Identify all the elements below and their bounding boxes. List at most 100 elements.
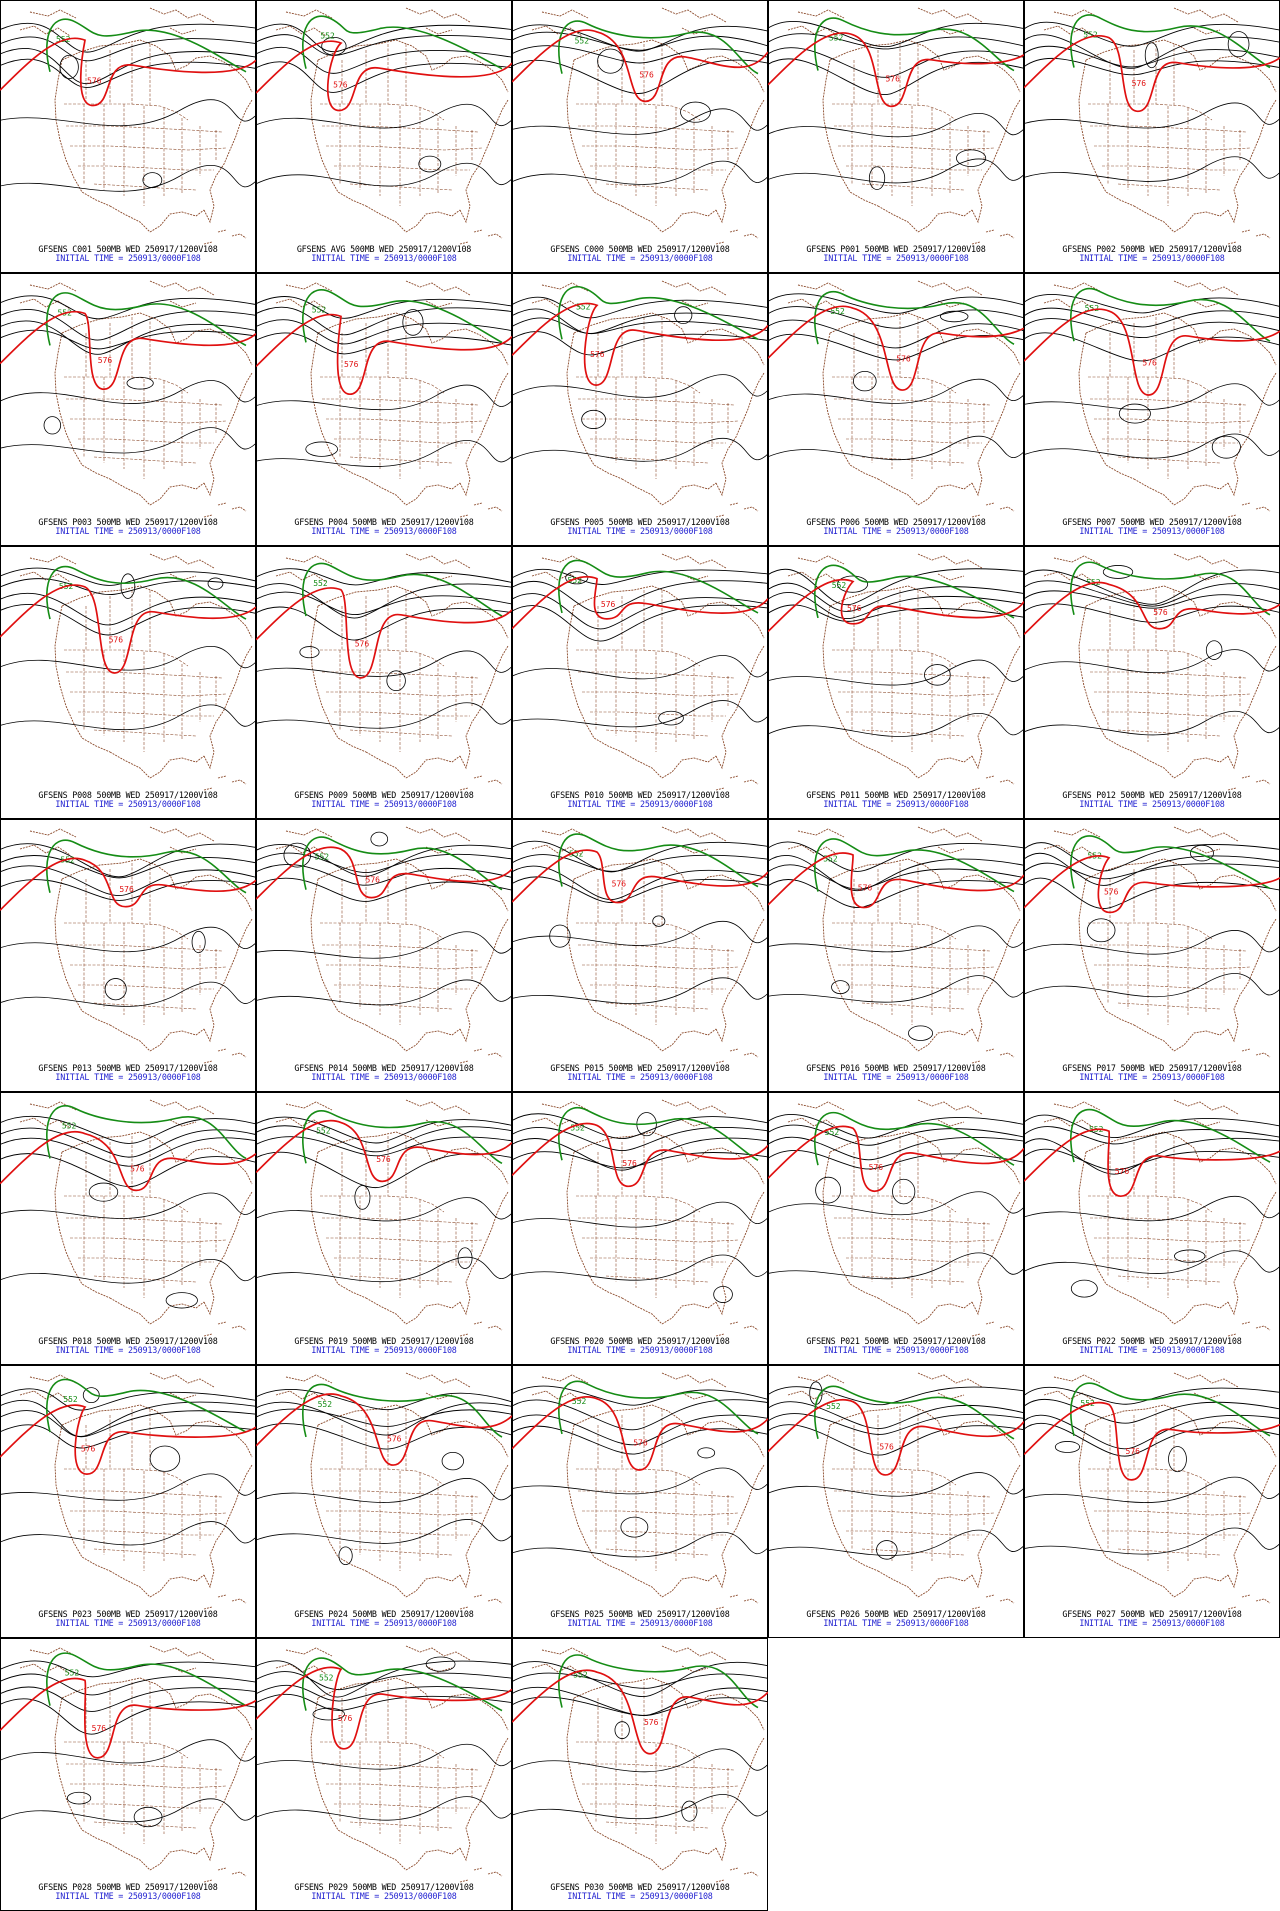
height-contour <box>768 21 1024 48</box>
height-contour <box>512 374 768 398</box>
closed-contour <box>581 409 606 429</box>
height-contour <box>1024 590 1280 609</box>
height-contour <box>0 843 256 878</box>
closed-contour <box>614 1721 630 1739</box>
coastline <box>877 1024 973 1052</box>
height-contour <box>256 931 512 959</box>
coastline <box>459 1321 503 1337</box>
height-contour <box>768 879 1024 908</box>
state-border <box>1094 964 1251 970</box>
height-contour <box>0 1798 256 1823</box>
state-border <box>163 108 217 196</box>
contour-576-label: 576 <box>879 1443 894 1452</box>
coastline <box>715 99 765 224</box>
state-border <box>334 1803 470 1809</box>
coastline <box>971 1191 1021 1316</box>
coastline <box>822 1151 879 1299</box>
state-border <box>590 438 726 444</box>
state-border <box>590 1803 726 1809</box>
height-contour <box>768 713 1024 737</box>
coastline <box>365 478 461 506</box>
state-border <box>1088 376 1213 394</box>
contour-552-line <box>46 1378 247 1433</box>
panel-frame <box>1024 819 1280 1092</box>
coastline <box>621 1570 717 1598</box>
coastline <box>317 858 509 912</box>
contour-576-line <box>1024 1128 1280 1198</box>
panel-initial-time-caption: INITIAL TIME = 250913/0000F108 <box>567 253 713 263</box>
coastline <box>1227 1594 1271 1610</box>
contour-576-line <box>768 1399 1024 1476</box>
ensemble-member-panel: 552 576 GFSENS P005 500MB WED 250917/1200V… <box>512 273 768 546</box>
height-contour <box>1024 102 1280 129</box>
coastline <box>822 332 879 480</box>
height-contour <box>0 427 256 454</box>
state-border <box>320 1468 445 1486</box>
contour-552-line <box>1070 561 1271 616</box>
contour-552-label: 552 <box>568 576 583 585</box>
coastline <box>715 1867 759 1883</box>
height-contour <box>256 1408 512 1427</box>
state-border <box>576 1195 701 1213</box>
height-contour <box>768 864 1024 890</box>
panel-frame <box>512 273 768 546</box>
height-contour <box>0 329 256 350</box>
contour-552-line <box>814 1385 1015 1440</box>
coastline <box>1173 1099 1239 1127</box>
contour-576-line <box>512 1396 768 1471</box>
height-contour-map: 552 576 <box>512 0 768 273</box>
ensemble-member-panel: 552 576 GFSENS P019 500MB WED 250917/1200V… <box>256 1092 512 1365</box>
coastline <box>365 205 461 233</box>
height-contour <box>0 981 256 1007</box>
height-contour <box>1024 580 1280 607</box>
state-border <box>834 398 991 406</box>
closed-contour <box>652 915 666 927</box>
panel-model-caption: GFSENS P015 500MB WED 250917/1200V108 <box>550 1063 730 1073</box>
height-contour <box>512 865 768 901</box>
contour-576-label: 576 <box>847 604 862 613</box>
state-border <box>334 438 470 444</box>
panel-initial-time-caption: INITIAL TIME = 250913/0000F108 <box>567 1618 713 1628</box>
state-border <box>838 964 995 970</box>
state-border <box>83 104 145 206</box>
state-border <box>582 691 739 697</box>
contour-552-line <box>302 1110 503 1165</box>
coastline <box>787 282 845 310</box>
state-border <box>1094 1510 1251 1516</box>
height-contour <box>768 1529 1024 1556</box>
height-contour <box>768 33 1024 50</box>
height-contour-map: 552 576 <box>768 1365 1024 1638</box>
height-contour <box>1024 710 1280 736</box>
panel-model-caption: GFSENS P007 500MB WED 250917/1200V108 <box>1062 517 1242 527</box>
coastline <box>1227 645 1277 770</box>
state-border <box>78 984 214 990</box>
coastline <box>877 1570 973 1598</box>
panel-initial-time-caption: INITIAL TIME = 250913/0000F108 <box>55 253 201 263</box>
state-border <box>582 145 739 151</box>
panel-initial-time-caption: INITIAL TIME = 250913/0000F108 <box>823 1618 969 1628</box>
contour-552-line <box>1070 835 1271 890</box>
height-contour <box>512 977 768 1004</box>
contour-576-label: 576 <box>387 1434 402 1443</box>
contour-576-line <box>256 1393 512 1466</box>
contour-552-label: 552 <box>313 579 328 588</box>
height-contour-map: 552 576 <box>0 1638 256 1911</box>
height-contour <box>256 1401 512 1436</box>
closed-contour <box>386 670 406 692</box>
state-border <box>322 671 479 679</box>
panel-frame <box>1024 1092 1280 1365</box>
coastline <box>109 478 205 506</box>
coastline <box>405 280 471 308</box>
height-contour-map: 552 576 <box>1024 273 1280 546</box>
coastline <box>1227 99 1277 224</box>
state-border <box>85 1682 151 1744</box>
coastline <box>365 1570 461 1598</box>
closed-contour <box>126 376 154 390</box>
coastline <box>310 332 367 480</box>
coastline <box>715 502 759 518</box>
panel-frame <box>512 0 768 273</box>
state-border <box>326 1510 483 1516</box>
contour-576-label: 576 <box>1126 1447 1141 1456</box>
coastline <box>459 372 509 497</box>
